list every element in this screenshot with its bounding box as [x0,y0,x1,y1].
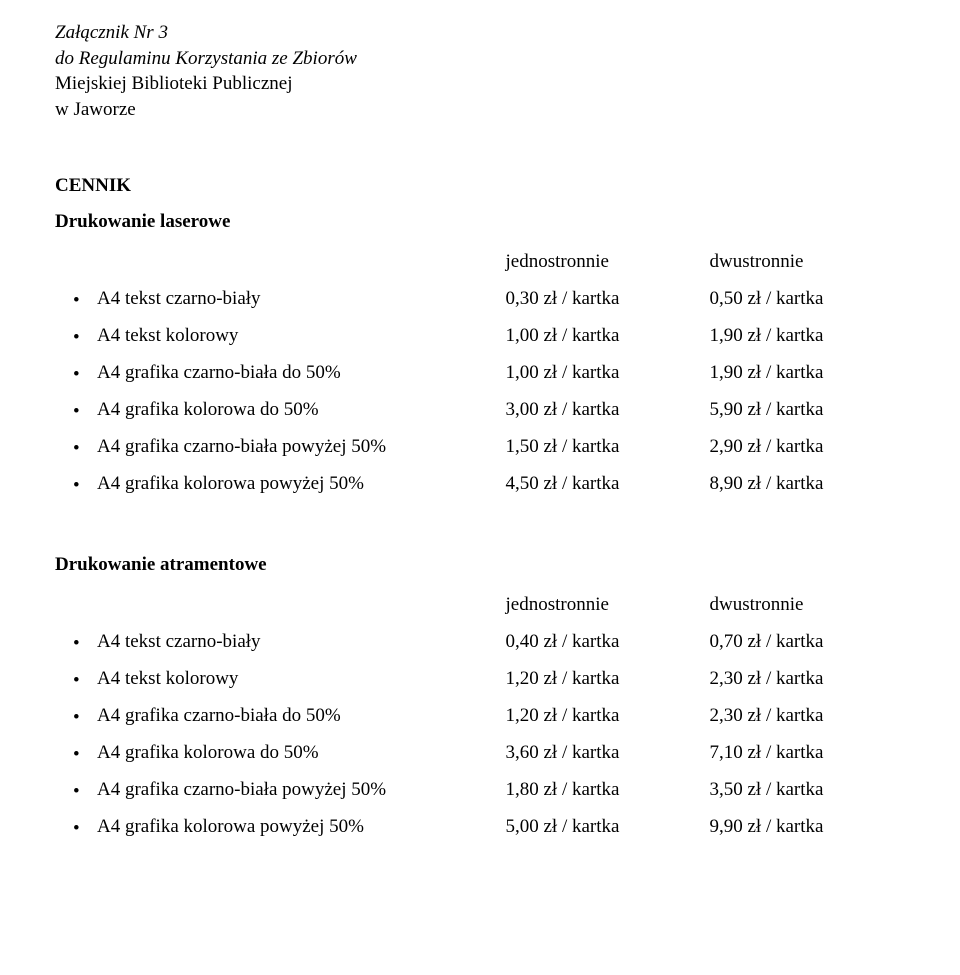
document-title: CENNIK [55,175,905,197]
row-value-double: 1,90 zł / kartka [710,354,906,391]
row-label: A4 grafika czarno-biała powyżej 50% [55,428,506,465]
table-row: A4 tekst kolorowy 1,20 zł / kartka 2,30 … [55,660,905,697]
row-value-double: 8,90 zł / kartka [710,465,906,502]
column-header-single: jednostronnie [506,243,710,280]
attachment-number: Załącznik Nr 3 [55,20,905,46]
table-row: A4 tekst czarno-biały 0,30 zł / kartka 0… [55,280,905,317]
row-value-single: 1,20 zł / kartka [506,660,710,697]
table-row: A4 grafika kolorowa do 50% 3,00 zł / kar… [55,391,905,428]
row-value-double: 1,90 zł / kartka [710,317,906,354]
table-row: A4 grafika czarno-biała powyżej 50% 1,50… [55,428,905,465]
table-row: A4 grafika czarno-biała do 50% 1,00 zł /… [55,354,905,391]
table-row: A4 tekst czarno-biały 0,40 zł / kartka 0… [55,623,905,660]
row-value-double: 0,50 zł / kartka [710,280,906,317]
section1-title: Drukowanie laserowe [55,211,905,233]
row-label: A4 tekst czarno-biały [55,280,506,317]
empty-header [55,586,506,623]
table-row: A4 grafika czarno-biała do 50% 1,20 zł /… [55,697,905,734]
row-value-single: 5,00 zł / kartka [506,808,710,845]
row-value-single: 0,40 zł / kartka [506,623,710,660]
row-label: A4 grafika czarno-biała powyżej 50% [55,771,506,808]
table-header-row: jednostronnie dwustronnie [55,586,905,623]
row-value-single: 1,80 zł / kartka [506,771,710,808]
table-row: A4 grafika kolorowa powyżej 50% 5,00 zł … [55,808,905,845]
library-name: Miejskiej Biblioteki Publicznej [55,71,905,97]
table-row: A4 grafika kolorowa powyżej 50% 4,50 zł … [55,465,905,502]
row-value-double: 5,90 zł / kartka [710,391,906,428]
column-header-double: dwustronnie [710,586,906,623]
row-value-double: 9,90 zł / kartka [710,808,906,845]
row-value-single: 1,50 zł / kartka [506,428,710,465]
row-value-double: 7,10 zł / kartka [710,734,906,771]
row-value-single: 1,20 zł / kartka [506,697,710,734]
row-value-single: 1,00 zł / kartka [506,317,710,354]
row-value-double: 3,50 zł / kartka [710,771,906,808]
table-row: A4 grafika czarno-biała powyżej 50% 1,80… [55,771,905,808]
row-label: A4 grafika czarno-biała do 50% [55,354,506,391]
row-value-single: 3,00 zł / kartka [506,391,710,428]
row-label: A4 grafika kolorowa do 50% [55,734,506,771]
row-label: A4 grafika czarno-biała do 50% [55,697,506,734]
table-row: A4 grafika kolorowa do 50% 3,60 zł / kar… [55,734,905,771]
section2-title: Drukowanie atramentowe [55,554,905,576]
row-value-double: 0,70 zł / kartka [710,623,906,660]
location: w Jaworze [55,97,905,123]
row-label: A4 grafika kolorowa do 50% [55,391,506,428]
row-label: A4 tekst kolorowy [55,317,506,354]
document-header: Załącznik Nr 3 do Regulaminu Korzystania… [55,20,905,123]
row-label: A4 tekst czarno-biały [55,623,506,660]
row-value-single: 0,30 zł / kartka [506,280,710,317]
empty-header [55,243,506,280]
regulation-reference: do Regulaminu Korzystania ze Zbiorów [55,46,905,72]
column-header-single: jednostronnie [506,586,710,623]
row-value-single: 4,50 zł / kartka [506,465,710,502]
row-value-single: 1,00 zł / kartka [506,354,710,391]
section1-table: jednostronnie dwustronnie A4 tekst czarn… [55,243,905,502]
section2-table: jednostronnie dwustronnie A4 tekst czarn… [55,586,905,845]
row-value-single: 3,60 zł / kartka [506,734,710,771]
row-label: A4 grafika kolorowa powyżej 50% [55,808,506,845]
row-value-double: 2,30 zł / kartka [710,697,906,734]
row-label: A4 grafika kolorowa powyżej 50% [55,465,506,502]
table-header-row: jednostronnie dwustronnie [55,243,905,280]
row-label: A4 tekst kolorowy [55,660,506,697]
table-row: A4 tekst kolorowy 1,00 zł / kartka 1,90 … [55,317,905,354]
row-value-double: 2,90 zł / kartka [710,428,906,465]
row-value-double: 2,30 zł / kartka [710,660,906,697]
column-header-double: dwustronnie [710,243,906,280]
